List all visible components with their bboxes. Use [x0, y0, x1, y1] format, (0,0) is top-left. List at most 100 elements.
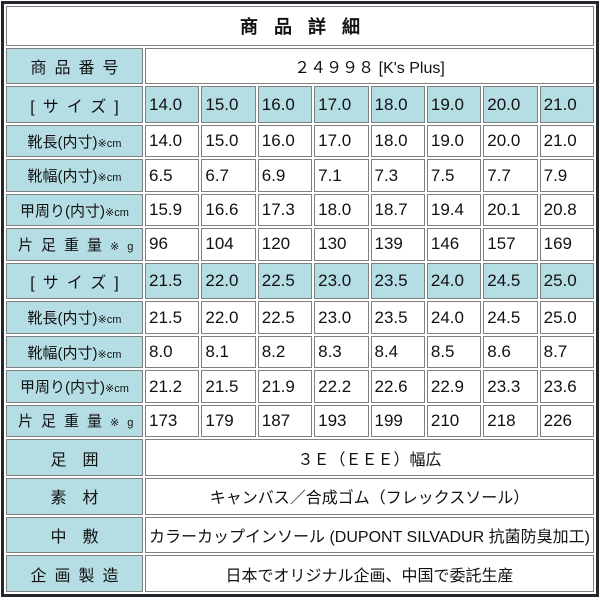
spec-value-cell: 8.2: [257, 335, 313, 369]
spec-unit-text: ※g: [110, 240, 142, 253]
spec-row: 片足重量※g 96 104 120 130 139 146 157 169: [6, 228, 594, 261]
spec-value-cell: 7.5: [426, 159, 482, 192]
spec-row: 甲周り(内寸)※cm 21.2 21.5 21.9 22.2 22.6 22.9 23.3 23…: [6, 370, 594, 403]
spec-row-label: 甲周り(内寸)※cm: [6, 193, 143, 227]
spec-value-cell: 199: [370, 404, 425, 438]
spec-value-cell: 210: [426, 404, 482, 438]
spec-value-cell: 22.0: [201, 301, 256, 334]
spec-value-cell: 7.3: [370, 159, 425, 192]
spec-value-cell: 19.4: [426, 193, 482, 227]
info-row-label: 中敷: [6, 516, 143, 554]
spec-value-cell: 6.5: [145, 159, 200, 192]
size-value-cell: 18.0: [370, 86, 425, 123]
spec-unit-text: ※g: [110, 417, 142, 430]
title-row: 商品詳細: [6, 6, 594, 46]
info-row-label: 足囲: [6, 439, 143, 476]
size-value-cell: 17.0: [314, 86, 369, 123]
spec-value-cell: 139: [370, 228, 425, 261]
size-value-cell: 16.0: [257, 86, 313, 123]
spec-value-cell: 23.0: [314, 301, 369, 334]
size-value-cell: 24.0: [426, 262, 482, 300]
size-row: [サイズ] 21.5 22.0 22.5 23.0 23.5 24.0 24.5 25.0: [6, 262, 594, 300]
spec-value-cell: 19.0: [426, 124, 482, 158]
spec-value-cell: 104: [201, 228, 256, 261]
spec-value-cell: 8.6: [483, 335, 538, 369]
spec-value-cell: 21.2: [145, 370, 200, 403]
spec-row: 靴幅(内寸)※cm 6.5 6.7 6.9 7.1 7.3 7.5 7.7 7.9: [6, 159, 594, 192]
size-row: [サイズ] 14.0 15.0 16.0 17.0 18.0 19.0 20.0 21.0: [6, 86, 594, 123]
spec-label-text: 靴長(内寸): [27, 310, 98, 328]
spec-value-cell: 157: [483, 228, 538, 261]
spec-unit-text: ※cm: [105, 206, 129, 219]
spec-value-cell: 23.3: [483, 370, 538, 403]
size-value-cell: 21.0: [539, 86, 594, 123]
spec-value-cell: 20.8: [539, 193, 594, 227]
spec-value-cell: 8.3: [314, 335, 369, 369]
size-value-cell: 23.5: [370, 262, 425, 300]
spec-value-cell: 22.5: [257, 301, 313, 334]
spec-value-cell: 22.6: [370, 370, 425, 403]
spec-value-cell: 146: [426, 228, 482, 261]
spec-label-text: 甲周り(内寸): [20, 379, 106, 396]
size-value-cell: 14.0: [145, 86, 200, 123]
spec-value-cell: 22.9: [426, 370, 482, 403]
spec-value-cell: 20.0: [483, 124, 538, 158]
spec-value-cell: 7.1: [314, 159, 369, 192]
spec-value-cell: 16.0: [257, 124, 313, 158]
product-detail-table-body: 商品詳細 商品番号 ２４９９８ [K's Plus] [サイズ] 14.0 15.0 16.…: [6, 6, 594, 592]
product-number-row: 商品番号 ２４９９８ [K's Plus]: [6, 47, 594, 85]
spec-row-label: 靴長(内寸)※cm: [6, 124, 143, 158]
size-value-cell: 24.5: [483, 262, 538, 300]
spec-value-cell: 24.0: [426, 301, 482, 334]
size-value-cell: 20.0: [483, 86, 538, 123]
spec-value-cell: 21.0: [539, 124, 594, 158]
spec-value-cell: 8.7: [539, 335, 594, 369]
spec-value-cell: 6.7: [201, 159, 256, 192]
info-row: 素材 キャンバス／合成ゴム（フレックスソール）: [6, 477, 594, 515]
spec-value-cell: 173: [145, 404, 200, 438]
spec-value-cell: 179: [201, 404, 256, 438]
info-row-value: カラーカップインソール (DUPONT SILVADUR 抗菌防臭加工): [145, 516, 594, 554]
spec-value-cell: 21.9: [257, 370, 313, 403]
size-value-cell: 19.0: [426, 86, 482, 123]
spec-row: 甲周り(内寸)※cm 15.9 16.6 17.3 18.0 18.7 19.4 20.1 20…: [6, 193, 594, 227]
spec-value-cell: 21.5: [145, 301, 200, 334]
spec-value-cell: 6.9: [257, 159, 313, 192]
spec-value-cell: 120: [257, 228, 313, 261]
info-row-value: キャンバス／合成ゴム（フレックスソール）: [145, 477, 594, 515]
spec-label-text: 片足重量: [18, 236, 111, 254]
size-value-cell: 25.0: [539, 262, 594, 300]
spec-label-text: 靴長(内寸): [27, 133, 98, 151]
info-row-label: 素材: [6, 477, 143, 515]
size-value-cell: 15.0: [201, 86, 256, 123]
info-row: 中敷 カラーカップインソール (DUPONT SILVADUR 抗菌防臭加工): [6, 516, 594, 554]
spec-value-cell: 18.0: [314, 193, 369, 227]
spec-value-cell: 21.5: [201, 370, 256, 403]
spec-value-cell: 18.0: [370, 124, 425, 158]
spec-unit-text: ※cm: [97, 137, 122, 150]
size-value-cell: 21.5: [145, 262, 200, 300]
spec-row-label: 靴長(内寸)※cm: [6, 301, 143, 334]
spec-value-cell: 8.1: [201, 335, 256, 369]
spec-value-cell: 218: [483, 404, 538, 438]
spec-label-text: 靴幅(内寸): [27, 344, 98, 362]
spec-value-cell: 187: [257, 404, 313, 438]
info-row-value: ３Ｅ（ＥＥＥ）幅広: [145, 439, 594, 476]
info-row: 足囲 ３Ｅ（ＥＥＥ）幅広: [6, 439, 594, 476]
size-row-label: [サイズ]: [6, 262, 143, 300]
spec-value-cell: 14.0: [145, 124, 200, 158]
spec-row-label: 靴幅(内寸)※cm: [6, 159, 143, 192]
spec-value-cell: 20.1: [483, 193, 538, 227]
spec-row: 靴長(内寸)※cm 14.0 15.0 16.0 17.0 18.0 19.0 20.0 21.…: [6, 124, 594, 158]
spec-label-text: 靴幅(内寸): [27, 168, 98, 186]
spec-value-cell: 8.4: [370, 335, 425, 369]
spec-value-cell: 7.7: [483, 159, 538, 192]
spec-value-cell: 17.0: [314, 124, 369, 158]
size-row-label: [サイズ]: [6, 86, 143, 123]
info-row-value: 日本でオリジナル企画、中国で委託生産: [145, 555, 594, 592]
size-value-cell: 22.0: [201, 262, 256, 300]
spec-row-label: 靴幅(内寸)※cm: [6, 335, 143, 369]
spec-value-cell: 23.5: [370, 301, 425, 334]
